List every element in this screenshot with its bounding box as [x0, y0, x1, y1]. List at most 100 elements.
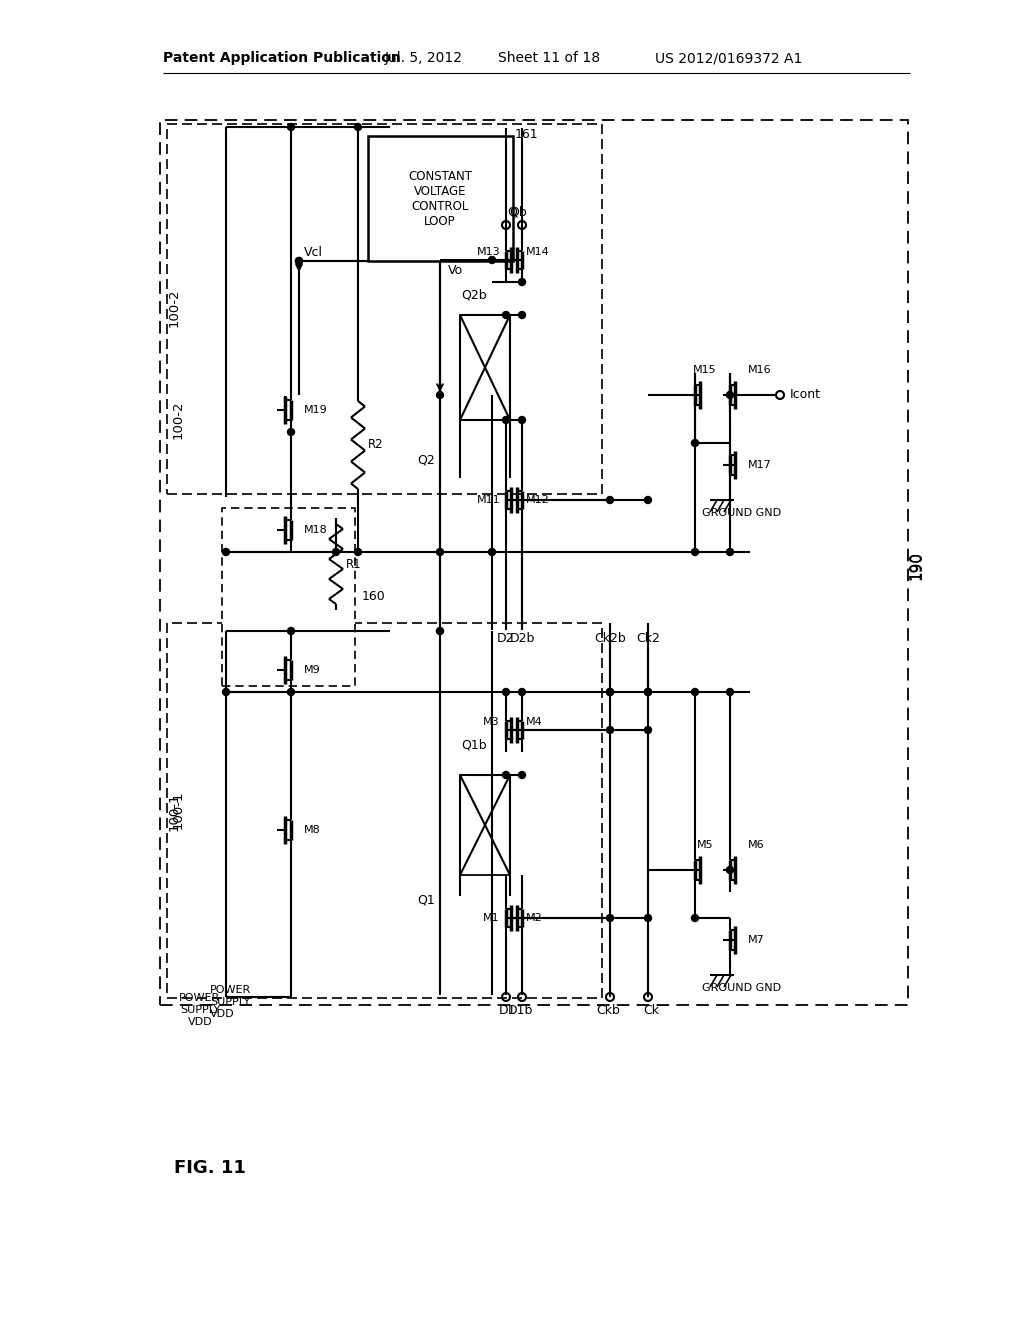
- Text: GROUND GND: GROUND GND: [702, 508, 781, 517]
- Text: Q: Q: [507, 206, 517, 219]
- Circle shape: [691, 915, 698, 921]
- Text: M9: M9: [304, 665, 321, 675]
- Circle shape: [606, 689, 613, 696]
- Text: M12: M12: [526, 495, 550, 506]
- Text: M3: M3: [483, 717, 500, 727]
- Circle shape: [644, 689, 651, 696]
- Text: Q1b: Q1b: [462, 738, 487, 751]
- Circle shape: [354, 549, 361, 556]
- Text: CONSTANT
VOLTAGE
CONTROL
LOOP: CONSTANT VOLTAGE CONTROL LOOP: [408, 170, 472, 228]
- Circle shape: [644, 496, 651, 503]
- Text: D2b: D2b: [509, 631, 535, 644]
- Circle shape: [518, 312, 525, 318]
- Text: M15: M15: [693, 366, 717, 375]
- Text: 100-1: 100-1: [171, 791, 184, 829]
- Text: 190: 190: [909, 550, 925, 579]
- Text: Ck: Ck: [643, 1003, 659, 1016]
- Bar: [167, 623, 602, 998]
- Text: M17: M17: [748, 459, 772, 470]
- Text: M13: M13: [476, 247, 500, 257]
- Text: Icont: Icont: [790, 388, 821, 401]
- Circle shape: [644, 726, 651, 734]
- Bar: [368, 136, 513, 261]
- Text: Q1: Q1: [417, 894, 435, 907]
- Text: M4: M4: [526, 717, 543, 727]
- Text: D1b: D1b: [507, 1003, 532, 1016]
- Circle shape: [518, 689, 525, 696]
- Circle shape: [222, 689, 229, 696]
- Text: 100-2: 100-2: [171, 401, 184, 440]
- Circle shape: [288, 689, 295, 696]
- Circle shape: [644, 915, 651, 921]
- Circle shape: [726, 392, 733, 399]
- Text: Ckb: Ckb: [596, 1003, 620, 1016]
- Text: M11: M11: [476, 495, 500, 506]
- Circle shape: [691, 689, 698, 696]
- Circle shape: [288, 429, 295, 436]
- Circle shape: [488, 549, 496, 556]
- Circle shape: [691, 549, 698, 556]
- Text: 100-1: 100-1: [168, 793, 180, 832]
- Text: M18: M18: [304, 525, 328, 535]
- Text: Q2: Q2: [417, 454, 435, 466]
- Circle shape: [436, 549, 443, 556]
- Circle shape: [606, 689, 613, 696]
- Text: Patent Application Publication: Patent Application Publication: [163, 51, 400, 65]
- Circle shape: [503, 417, 510, 424]
- Circle shape: [288, 627, 295, 635]
- Text: Qb: Qb: [509, 206, 526, 219]
- Bar: [460, 315, 510, 420]
- Bar: [460, 775, 510, 875]
- Circle shape: [288, 124, 295, 131]
- Text: Vo: Vo: [449, 264, 463, 276]
- Text: R2: R2: [368, 438, 384, 451]
- Text: R1: R1: [346, 557, 361, 570]
- Circle shape: [296, 257, 302, 264]
- Text: D1: D1: [500, 1003, 517, 1016]
- Circle shape: [488, 256, 496, 264]
- Circle shape: [222, 549, 229, 556]
- Text: US 2012/0169372 A1: US 2012/0169372 A1: [655, 51, 803, 65]
- Text: Ck2: Ck2: [636, 631, 659, 644]
- Text: POWER
SUPPLY
VDD: POWER SUPPLY VDD: [179, 994, 220, 1027]
- Circle shape: [354, 124, 361, 131]
- Bar: [167, 124, 602, 494]
- Text: M16: M16: [748, 366, 772, 375]
- Text: M19: M19: [304, 405, 328, 414]
- Circle shape: [691, 440, 698, 446]
- Bar: [222, 508, 355, 686]
- Circle shape: [518, 771, 525, 779]
- Circle shape: [518, 279, 525, 285]
- Text: M1: M1: [483, 913, 500, 923]
- Circle shape: [503, 312, 510, 318]
- Circle shape: [644, 689, 651, 696]
- Circle shape: [518, 417, 525, 424]
- Circle shape: [606, 726, 613, 734]
- Circle shape: [436, 392, 443, 399]
- Circle shape: [296, 257, 302, 264]
- Circle shape: [436, 627, 443, 635]
- Circle shape: [333, 549, 340, 556]
- Circle shape: [726, 549, 733, 556]
- Text: M5: M5: [696, 840, 714, 850]
- Circle shape: [606, 915, 613, 921]
- Text: M6: M6: [748, 840, 765, 850]
- Text: Jul. 5, 2012: Jul. 5, 2012: [385, 51, 463, 65]
- Text: M7: M7: [748, 935, 765, 945]
- Circle shape: [606, 496, 613, 503]
- Text: 190: 190: [908, 550, 924, 579]
- Bar: [160, 120, 908, 1005]
- Text: M14: M14: [526, 247, 550, 257]
- Text: D2: D2: [498, 631, 515, 644]
- Text: Vcl: Vcl: [304, 246, 323, 259]
- Circle shape: [726, 866, 733, 874]
- Text: 161: 161: [515, 128, 539, 141]
- Text: Q2b: Q2b: [462, 289, 487, 301]
- Text: M8: M8: [304, 825, 321, 836]
- Text: Sheet 11 of 18: Sheet 11 of 18: [498, 51, 600, 65]
- Text: GROUND GND: GROUND GND: [702, 983, 781, 993]
- Text: Ck2b: Ck2b: [594, 631, 626, 644]
- Circle shape: [726, 689, 733, 696]
- Text: 160: 160: [362, 590, 386, 603]
- Text: POWER
SUPPLY
VDD: POWER SUPPLY VDD: [210, 986, 251, 1019]
